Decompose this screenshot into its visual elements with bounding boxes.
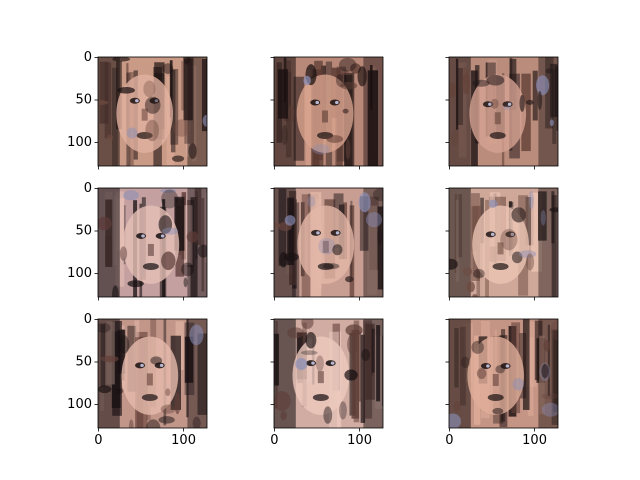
- generated-face-image: [449, 57, 558, 166]
- y-tick-label: 0: [84, 312, 92, 327]
- axes-frame: [448, 187, 559, 298]
- x-tick-label: 100: [171, 433, 196, 448]
- x-tick-label: 100: [522, 433, 547, 448]
- x-tick-label: 0: [270, 433, 278, 448]
- axes-frame: [97, 187, 208, 298]
- y-tick-label: 100: [67, 397, 92, 412]
- generated-face-image: [274, 57, 383, 166]
- y-tick-label: 50: [75, 224, 92, 239]
- generated-face-image: [98, 188, 207, 297]
- y-tick-label: 50: [75, 355, 92, 370]
- subplot-2-2: [270, 187, 384, 301]
- y-tick-label: 100: [67, 266, 92, 281]
- axes-frame: [448, 56, 559, 167]
- generated-face-image: [449, 188, 558, 297]
- subplot-1-2: [270, 56, 384, 170]
- axes-frame: [273, 318, 384, 429]
- y-tick-label: 100: [67, 135, 92, 150]
- subplot-3-3: 0 100: [445, 318, 559, 448]
- generated-face-image: [449, 319, 558, 428]
- x-tick-label: 0: [94, 433, 102, 448]
- x-tick-label: 100: [347, 433, 372, 448]
- x-tick-label: 0: [445, 433, 453, 448]
- subplot-3-1: 0 50 100 0 100: [67, 312, 208, 448]
- y-tick-label: 0: [84, 181, 92, 196]
- generated-face-image: [98, 319, 207, 428]
- subplot-2-3: [445, 187, 559, 301]
- subplot-2-1: 0 50 100: [67, 181, 208, 301]
- y-tick-label: 50: [75, 93, 92, 108]
- axes-frame: [448, 318, 559, 429]
- axes-frame: [97, 56, 208, 167]
- axes-frame: [273, 187, 384, 298]
- generated-face-image: [274, 319, 383, 428]
- axes-frame: [97, 318, 208, 429]
- subplot-grid: 0 50 100 0 50 100 0 50 100 0 100 0 100 0 100: [67, 50, 559, 448]
- subplot-1-1: 0 50 100: [67, 50, 208, 170]
- subplot-1-3: [445, 56, 559, 170]
- generated-face-image: [274, 188, 383, 297]
- subplot-3-2: 0 100: [270, 318, 384, 448]
- generated-face-image: [98, 57, 207, 166]
- axes-frame: [273, 56, 384, 167]
- y-tick-label: 0: [84, 50, 92, 65]
